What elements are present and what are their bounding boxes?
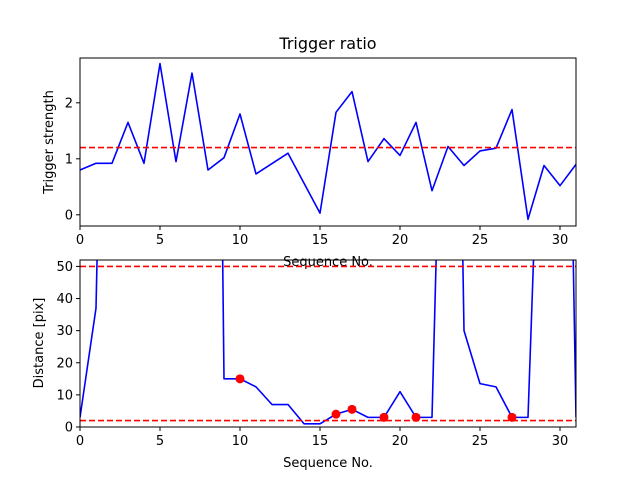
trigger-ratio-y-tick-label: 0 xyxy=(65,208,73,223)
distance-marker-point xyxy=(347,404,357,414)
distance-y-tick-label: 10 xyxy=(56,388,73,403)
distance-x-tick-label: 25 xyxy=(472,434,489,449)
trigger-ratio-y-tick-label: 2 xyxy=(65,96,73,111)
trigger-ratio-axes-frame xyxy=(79,57,577,227)
trigger-ratio-y-tick-label: 1 xyxy=(65,152,73,167)
distance-ylabel: Distance [pix] xyxy=(32,298,47,389)
trigger-ratio-ylabel: Trigger strength xyxy=(42,90,57,195)
distance-series-line xyxy=(80,260,576,425)
distance-x-tick-label: 0 xyxy=(76,434,84,449)
trigger-ratio-x-tick-label: 15 xyxy=(312,233,329,248)
trigger-ratio-x-tick-label: 10 xyxy=(232,233,249,248)
distance-x-tick-label: 15 xyxy=(312,434,329,449)
distance-marker-point xyxy=(507,412,517,422)
distance-x-tick-label: 5 xyxy=(156,434,164,449)
distance-marker-point xyxy=(411,412,421,422)
distance-y-tick-label: 30 xyxy=(56,324,73,339)
distance-x-tick-label: 30 xyxy=(552,434,569,449)
distance-marker-point xyxy=(235,374,245,384)
distance-y-tick-label: 0 xyxy=(65,421,73,436)
trigger-ratio-x-tick-label: 30 xyxy=(552,233,569,248)
distance-marker-point xyxy=(379,412,389,422)
distance-y-tick-label: 40 xyxy=(56,292,73,307)
distance-marker-point xyxy=(331,409,341,419)
distance-y-tick-label: 20 xyxy=(56,356,73,371)
trigger-ratio-subplot: Trigger ratio Trigger strength Sequence … xyxy=(42,34,577,270)
distance-x-tick-label: 20 xyxy=(392,434,409,449)
trigger-ratio-x-tick-label: 0 xyxy=(76,233,84,248)
distance-xlabel: Sequence No. xyxy=(283,456,373,471)
distance-axes-frame xyxy=(79,259,577,428)
trigger-ratio-xlabel: Sequence No. xyxy=(283,255,373,270)
trigger-ratio-title: Trigger ratio xyxy=(278,34,376,53)
trigger-ratio-plot-area xyxy=(80,62,576,221)
trigger-ratio-x-tick-label: 20 xyxy=(392,233,409,248)
trigger-ratio-x-tick-label: 25 xyxy=(472,233,489,248)
distance-subplot: Distance [pix] Sequence No. 0 5 10 15 20 25 30… xyxy=(32,259,577,471)
distance-plot-area xyxy=(80,260,576,425)
distance-x-tick-label: 10 xyxy=(232,434,249,449)
trigger-ratio-series-line xyxy=(80,62,576,221)
trigger-ratio-x-tick-label: 5 xyxy=(156,233,164,248)
distance-y-tick-label: 50 xyxy=(56,260,73,275)
